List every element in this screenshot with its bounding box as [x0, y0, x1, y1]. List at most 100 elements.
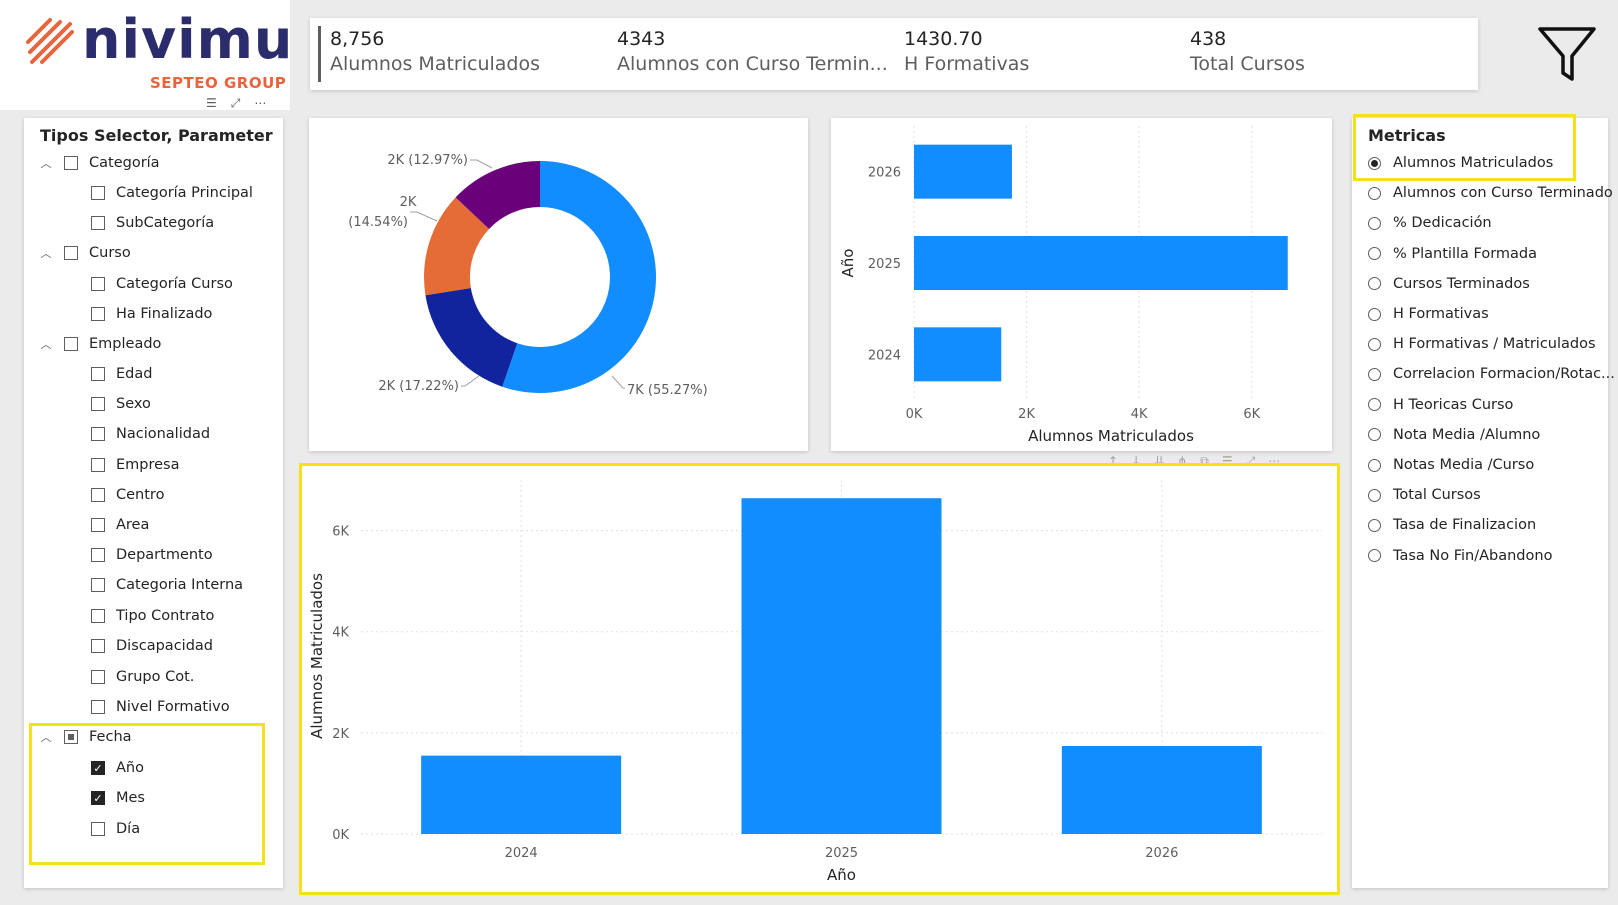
checkbox-partial[interactable] [64, 730, 78, 744]
tree-item-label: Centro [116, 487, 165, 503]
checkbox[interactable] [91, 488, 105, 502]
radio[interactable] [1368, 186, 1381, 200]
tree-item[interactable]: Nivel Formativo [91, 696, 230, 718]
metric-option[interactable]: Cursos Terminados [1368, 273, 1530, 295]
tree-group-categoria[interactable]: ︿ Categoría [40, 152, 160, 174]
metric-option[interactable]: Tasa de Finalizacion [1368, 514, 1536, 536]
donut-slice [455, 161, 540, 229]
tree-item[interactable]: SubCategoría [91, 212, 214, 234]
tree-item[interactable]: Ha Finalizado [91, 303, 212, 325]
metric-option[interactable]: Alumnos con Curso Terminado [1368, 182, 1613, 204]
checkbox[interactable] [91, 639, 105, 653]
checkbox[interactable] [91, 216, 105, 230]
radio[interactable] [1368, 488, 1381, 502]
metric-option[interactable]: H Formativas / Matriculados [1368, 333, 1596, 355]
tree-item[interactable]: Centro [91, 484, 164, 506]
radio[interactable] [1368, 398, 1381, 412]
radio-selected[interactable] [1368, 156, 1381, 170]
checkbox[interactable] [64, 246, 78, 260]
metric-option[interactable]: Total Cursos [1368, 484, 1481, 506]
checkbox[interactable] [91, 427, 105, 441]
tree-item[interactable]: Sexo [91, 393, 151, 415]
checkbox-checked[interactable]: ✓ [91, 791, 105, 805]
collapse-chevron-icon[interactable]: ︿ [40, 338, 52, 351]
checkbox[interactable] [64, 156, 78, 170]
tree-item[interactable]: Grupo Cot. [91, 666, 194, 688]
radio[interactable] [1368, 518, 1381, 532]
metric-option[interactable]: Nota Media /Alumno [1368, 424, 1540, 446]
metric-option[interactable]: Correlacion Formacion/Rotac... [1368, 363, 1615, 385]
radio[interactable] [1368, 458, 1381, 472]
checkbox[interactable] [91, 367, 105, 381]
checkbox[interactable] [91, 518, 105, 532]
tree-item[interactable]: Discapacidad [91, 635, 213, 657]
checkbox[interactable] [91, 548, 105, 562]
metric-option[interactable]: H Formativas [1368, 303, 1489, 325]
radio[interactable] [1368, 367, 1381, 381]
checkbox-checked[interactable]: ✓ [91, 761, 105, 775]
copy-visual-icon[interactable]: ⧉ [1200, 454, 1209, 468]
more-options-icon[interactable]: ⋯ [254, 96, 267, 110]
x-tick-label: 2026 [1145, 846, 1178, 861]
checkbox[interactable] [91, 822, 105, 836]
tree-group-empleado[interactable]: ︿ Empleado [40, 333, 162, 355]
focus-mode-icon[interactable]: ⤢ [1245, 454, 1256, 468]
expand-next-icon[interactable]: ⋔ [1177, 454, 1188, 468]
metric-option[interactable]: % Plantilla Formada [1368, 243, 1537, 265]
radio[interactable] [1368, 277, 1381, 291]
tree-item[interactable]: Categoría Principal [91, 182, 253, 204]
expand-all-icon[interactable]: ⇊ [1154, 454, 1165, 468]
checkbox[interactable] [91, 397, 105, 411]
tree-item[interactable]: Nacionalidad [91, 423, 210, 445]
checkbox[interactable] [91, 700, 105, 714]
radio[interactable] [1368, 549, 1381, 563]
collapse-chevron-icon[interactable]: ︿ [40, 157, 52, 170]
kpi-label: Total Cursos [1190, 53, 1305, 75]
metric-option[interactable]: Notas Media /Curso [1368, 454, 1534, 476]
tree-group-curso[interactable]: ︿ Curso [40, 242, 131, 264]
tree-item[interactable]: Empresa [91, 454, 180, 476]
tree-item[interactable]: Categoría Curso [91, 273, 233, 295]
filter-lines-icon[interactable]: ☰ [206, 96, 217, 110]
tree-item[interactable]: Día [91, 818, 140, 840]
horizontal-bar-chart: 0K 2K 4K 6K 2026 2025 2024 Alumnos Matriculados… [839, 126, 1288, 445]
checkbox[interactable] [91, 186, 105, 200]
filter-funnel-icon[interactable] [1536, 24, 1598, 84]
tree-item-label: Discapacidad [116, 638, 213, 654]
y-tick-label: 2025 [868, 257, 901, 272]
filter-lines-icon[interactable]: ☰ [1221, 454, 1233, 468]
tree-item[interactable]: Departmento [91, 544, 213, 566]
checkbox[interactable] [91, 670, 105, 684]
collapse-chevron-icon[interactable]: ︿ [40, 247, 52, 260]
checkbox[interactable] [91, 578, 105, 592]
checkbox[interactable] [91, 307, 105, 321]
metric-option[interactable]: % Dedicación [1368, 212, 1492, 234]
checkbox[interactable] [91, 609, 105, 623]
radio[interactable] [1368, 428, 1381, 442]
tree-item[interactable]: Tipo Contrato [91, 605, 214, 627]
metric-option[interactable]: Tasa No Fin/Abandono [1368, 545, 1552, 567]
collapse-chevron-icon[interactable]: ︿ [40, 731, 52, 744]
drill-up-icon[interactable]: ↑ [1108, 454, 1119, 468]
radio[interactable] [1368, 337, 1381, 351]
metric-option[interactable]: H Teoricas Curso [1368, 394, 1513, 416]
metric-option[interactable]: Alumnos Matriculados [1368, 152, 1553, 174]
tree-item[interactable]: ✓ Año [91, 757, 144, 779]
metric-option-label: H Formativas [1393, 306, 1489, 322]
tree-item[interactable]: Categoria Interna [91, 574, 243, 596]
radio[interactable] [1368, 307, 1381, 321]
focus-mode-icon[interactable]: ⤢ [230, 96, 241, 110]
brand-subtitle: SEPTEO GROUP [150, 74, 287, 92]
radio[interactable] [1368, 216, 1381, 230]
checkbox[interactable] [91, 458, 105, 472]
checkbox[interactable] [64, 337, 78, 351]
radio[interactable] [1368, 247, 1381, 261]
kpi-value: 1430.70 [904, 28, 983, 50]
drill-down-icon[interactable]: ↓ [1131, 454, 1142, 468]
tree-group-fecha[interactable]: ︿ Fecha [40, 726, 132, 748]
tree-item[interactable]: Area [91, 514, 149, 536]
tree-item[interactable]: Edad [91, 363, 152, 385]
tree-item[interactable]: ✓ Mes [91, 787, 145, 809]
x-tick-label: 0K [906, 407, 923, 422]
checkbox[interactable] [91, 277, 105, 291]
